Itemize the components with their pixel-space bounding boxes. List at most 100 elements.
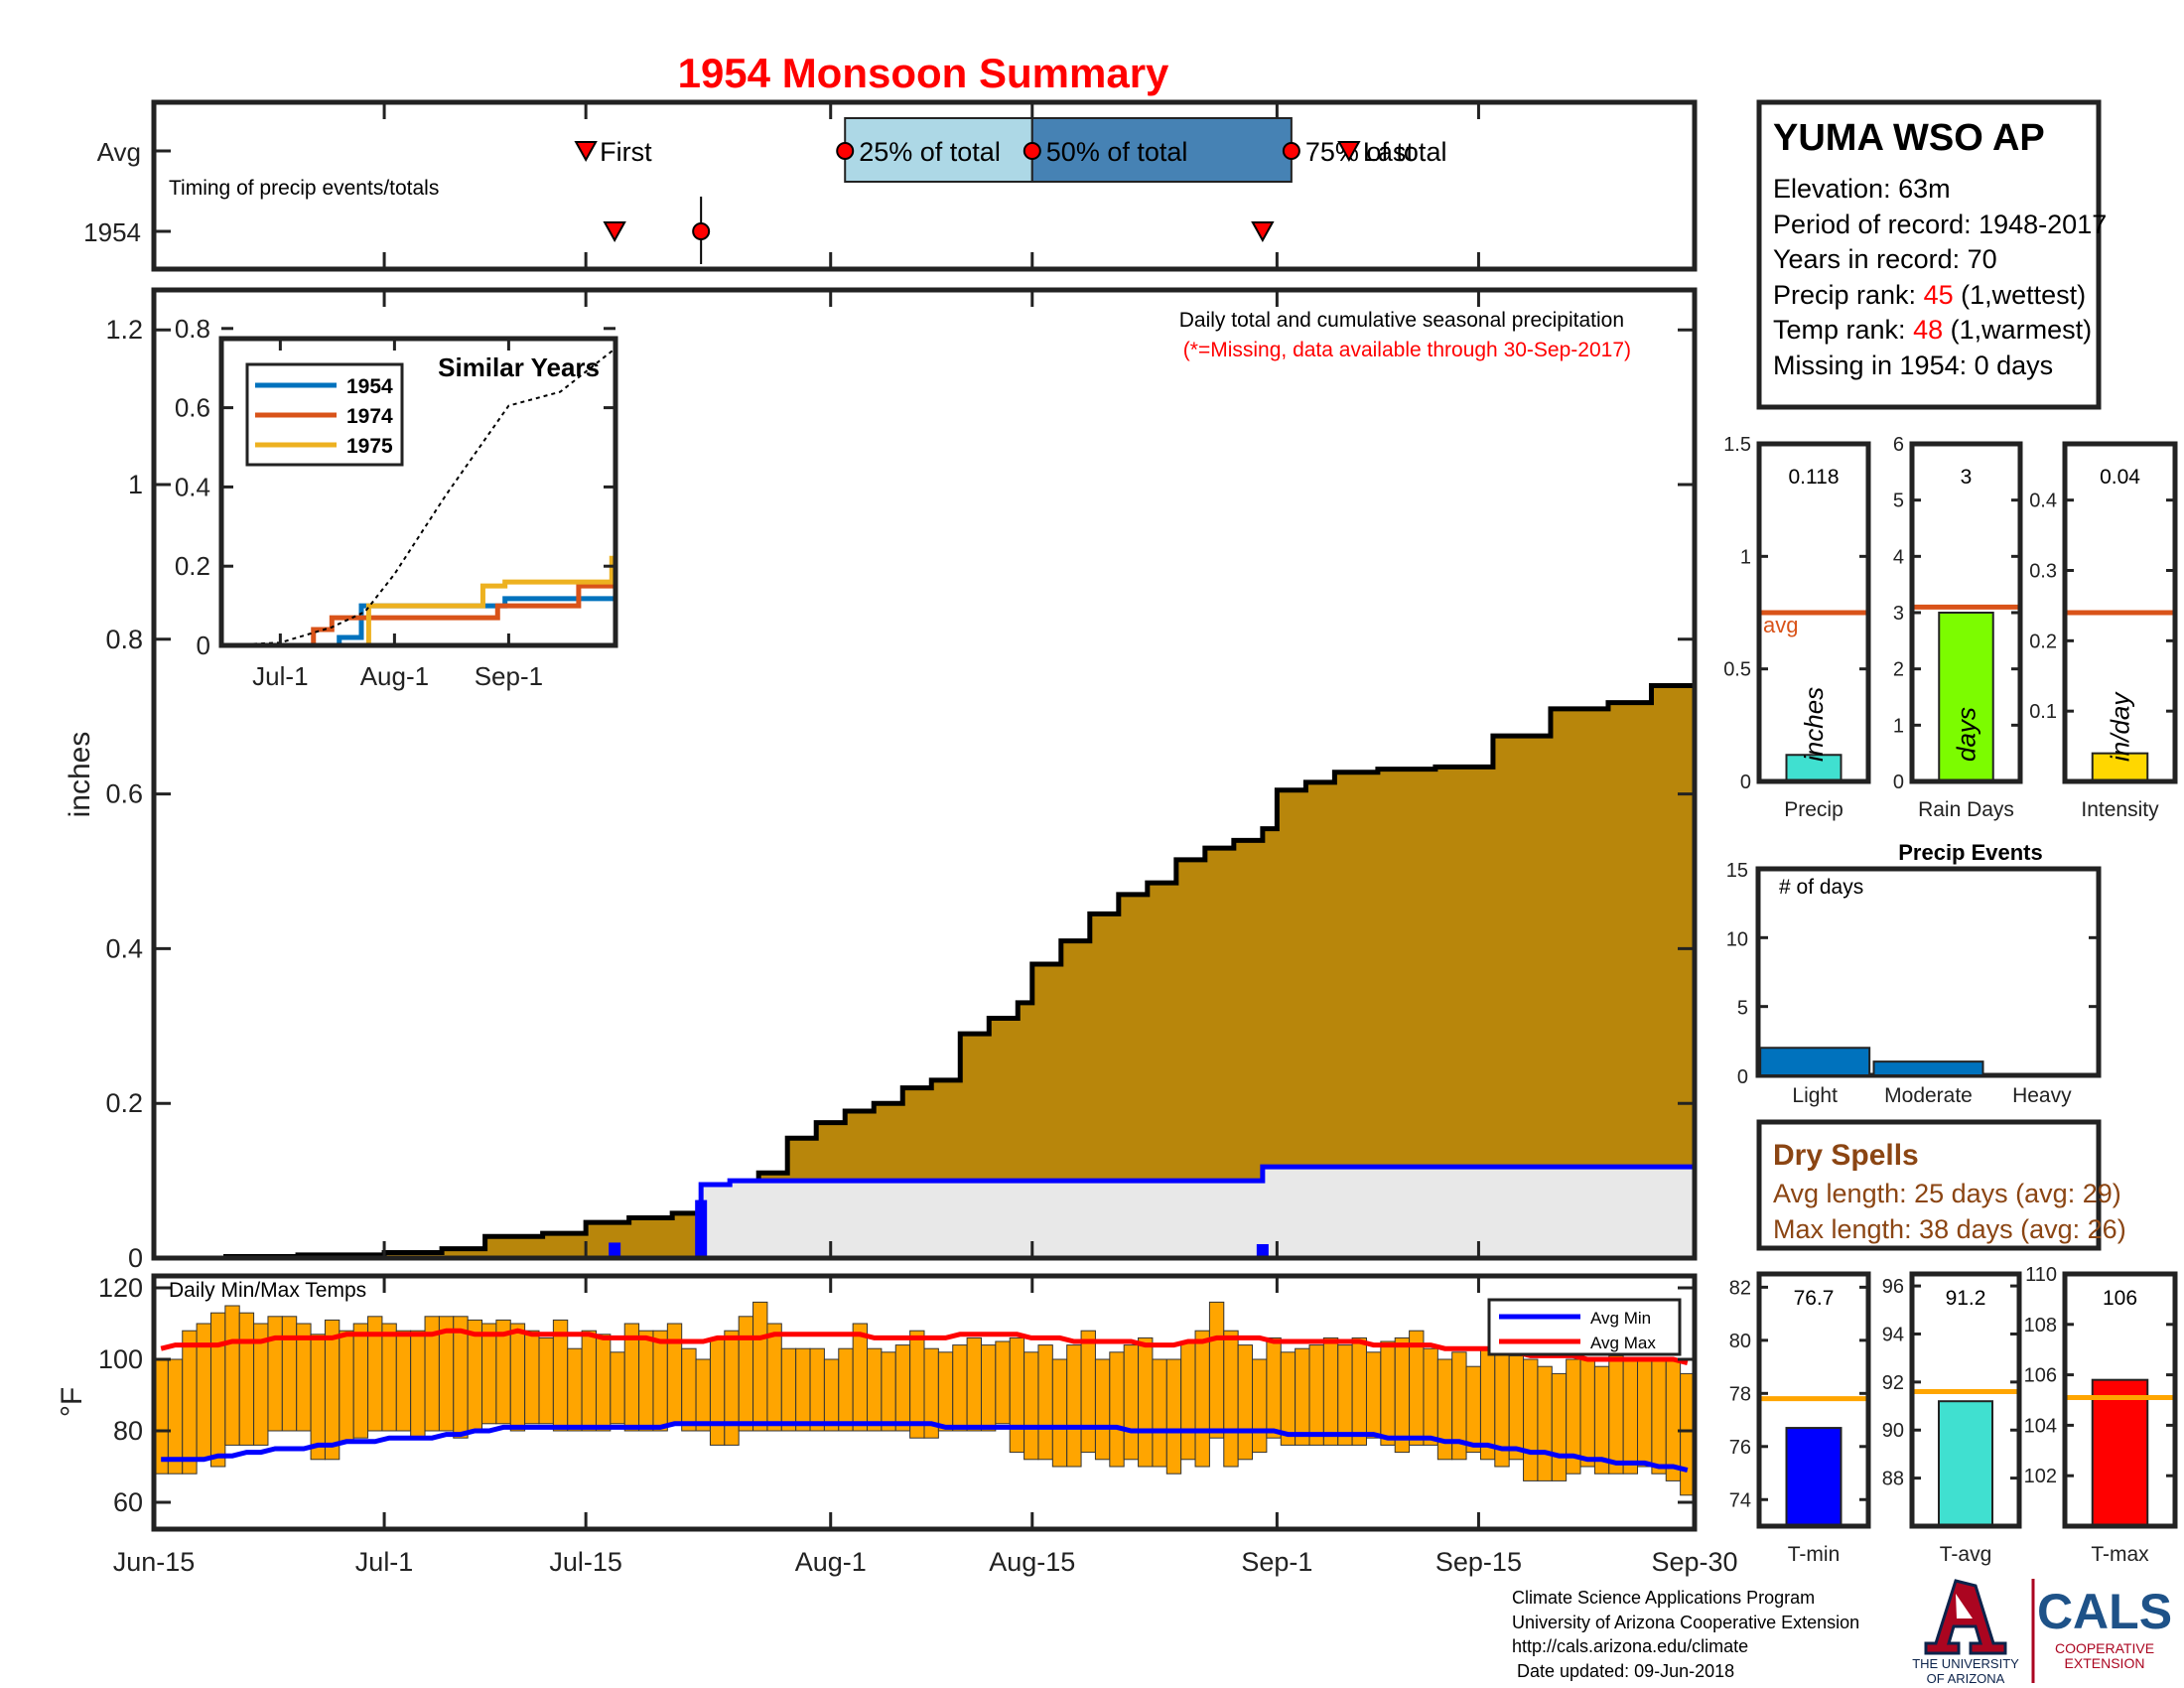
precip-events-panel: Precip Events # of days 0 5 10 15 Light Moder… [1726, 840, 2102, 1107]
temp-range-bar [766, 1323, 782, 1432]
stats-panel-intensity: 0.1 0.2 0.3 0.4 0.04 in/day Intensity [2029, 441, 2178, 821]
temp-stat-panel-t-min: 74 76 78 80 82 76.7 T-min [1729, 1271, 1871, 1566]
temp-range-bar [1138, 1336, 1154, 1468]
inset-x-label: Aug-1 [360, 661, 429, 691]
precip-rank-value: 45 [1924, 280, 1954, 310]
temp-range-bar [324, 1319, 341, 1461]
temp-stat-tick-label: 108 [2024, 1315, 2057, 1336]
temp-y-label: 80 [113, 1416, 143, 1446]
station-temp-rank: Temp rank: 48 (1,warmest) [1773, 315, 2092, 345]
temp-range-bar [1579, 1358, 1595, 1468]
dry-spells-box: Dry Spells Avg length: 25 days (avg: 29)… [1756, 1119, 2126, 1251]
temp-range-bar [1523, 1358, 1539, 1481]
precip-events-caption: # of days [1779, 876, 1863, 899]
temp-stat-tick-label: 88 [1882, 1469, 1904, 1490]
cals-sub1: COOPERATIVE [2055, 1640, 2154, 1656]
stats-tick-label: 0.1 [2029, 701, 2057, 723]
temp-range-bar [867, 1347, 883, 1432]
stats-frame [2062, 441, 2178, 784]
temp-range-bar [1066, 1344, 1082, 1468]
dry-spells-max: Max length: 38 days (avg: 26) [1773, 1214, 2126, 1244]
footer-line4: Date updated: 09-Jun-2018 [1512, 1661, 1734, 1681]
avg-cumulative-area [154, 677, 1695, 1258]
temp-range-bar [1394, 1336, 1411, 1454]
stats-tick-label: 0 [1740, 772, 1751, 793]
stats-unit: inches [1799, 687, 1829, 762]
temp-range-bar [267, 1316, 283, 1432]
stats-unit: in/day [2106, 691, 2135, 762]
ua-line1: THE UNIVERSITY [1912, 1656, 2019, 1671]
cals-wordmark: CALS [2037, 1584, 2172, 1639]
stats-tick-label: 3 [1893, 603, 1904, 625]
daily-precip-bar [609, 1242, 621, 1258]
footer-line3: http://cals.arizona.edu/climate [1512, 1636, 1748, 1656]
temp-range-bar [581, 1330, 597, 1432]
temp-range-bar [224, 1305, 240, 1446]
stats-bar-panels: 0 0.5 1 1.5 0.118 inches Precip avg 0 1 2 3 4 5 6 3 days… [1723, 434, 2178, 821]
temp-range-bar [352, 1323, 369, 1439]
temp-stat-tick-label: 74 [1729, 1489, 1751, 1511]
stats-tick-label: 4 [1893, 546, 1904, 568]
temp-range-bar [595, 1334, 612, 1432]
year-cumulative-area [154, 1167, 1695, 1258]
temp-range-bar [1337, 1344, 1353, 1446]
stats-value: 3 [1961, 466, 1973, 489]
stats-unit: days [1952, 707, 1981, 762]
temp-stat-tick-label: 76 [1729, 1437, 1751, 1459]
temp-y-label: 100 [98, 1344, 143, 1374]
temp-range-bar [709, 1336, 726, 1446]
temp-range-bar [1465, 1365, 1481, 1454]
temp-range-bar [1080, 1330, 1096, 1454]
stats-tick-label: 1.5 [1723, 434, 1751, 456]
temp-range-bar [952, 1344, 968, 1432]
station-name: YUMA WSO AP [1773, 117, 2045, 159]
temp-range-bar [995, 1340, 1011, 1425]
temp-range-bar [1037, 1344, 1053, 1461]
stats-value: 0.04 [2100, 466, 2140, 489]
temp-range-bar [1608, 1354, 1624, 1475]
temp-stat-tick-label: 104 [2024, 1415, 2057, 1437]
temp-range-bar [1094, 1358, 1111, 1461]
temp-stat-tick-label: 102 [2024, 1466, 2057, 1487]
stats-frame [1756, 441, 1871, 784]
events-tick-label: 15 [1726, 860, 1748, 882]
temp-range-bar [1194, 1330, 1210, 1468]
temp-range-bar [524, 1330, 540, 1425]
events-category-label: Heavy [2012, 1084, 2072, 1107]
inset-y-label: 0 [197, 631, 210, 660]
stats-label: Rain Days [1918, 798, 2014, 821]
temp-stat-label: T-max [2091, 1543, 2149, 1566]
temp-range-bar [481, 1323, 497, 1425]
last-label: Last [1363, 137, 1415, 167]
temp-range-bar [1622, 1358, 1639, 1475]
stats-tick-label: 5 [1893, 491, 1904, 512]
daily-precip-bar [695, 1199, 708, 1258]
inset-x-label: Jul-1 [252, 661, 308, 691]
temp-range-bar [610, 1351, 625, 1425]
x-axis-label: Jul-15 [549, 1547, 622, 1577]
temp-range-bar [395, 1330, 412, 1432]
events-bar [1759, 1047, 1871, 1077]
inset-y-label: 0.8 [175, 314, 210, 344]
temp-range-bar [937, 1351, 954, 1432]
x-axis-label: Sep-15 [1435, 1547, 1522, 1577]
temp-range-bar [1365, 1351, 1382, 1439]
q75-label: 75% of total [1305, 137, 1447, 167]
temp-range-bar [695, 1358, 711, 1432]
inset-title: Similar Years [438, 352, 600, 382]
y-tick-label: 0.8 [105, 625, 143, 654]
temp-stat-bar [2091, 1378, 2149, 1528]
temp-stat-label: T-min [1788, 1543, 1841, 1566]
station-years: Years in record: 70 [1773, 244, 1997, 274]
temp-range-bar [167, 1358, 184, 1475]
temp-stat-value: 76.7 [1794, 1287, 1835, 1310]
station-period: Period of record: 1948-2017 [1773, 210, 2107, 239]
temp-stat-bar [1938, 1400, 1993, 1527]
q25-box [844, 117, 1033, 183]
stats-value: 0.118 [1789, 466, 1840, 489]
year-cumulative-line [154, 1164, 1695, 1258]
stats-tick-label: 6 [1893, 434, 1904, 456]
temp-range-bar [1109, 1351, 1125, 1468]
precip-panel: 0 0.2 0.4 0.6 0.8 1 1.2 inches Daily total and… [64, 287, 1698, 1273]
temp-stat-tick-label: 96 [1882, 1276, 1904, 1298]
